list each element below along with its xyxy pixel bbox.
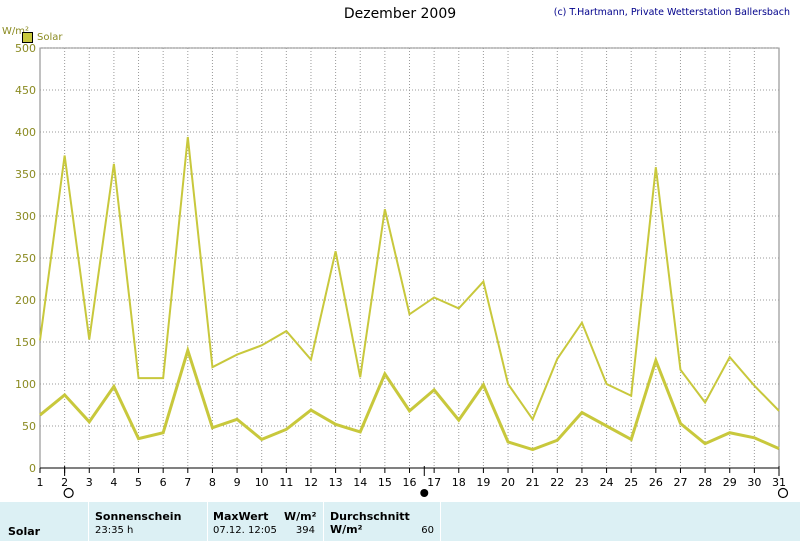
moon-new-icon	[420, 489, 429, 497]
summary-avg-cell: Durchschnitt W/m² 60	[324, 502, 441, 541]
x-tick-label: 12	[304, 476, 318, 489]
summary-panel: Solar Sonnenschein 23:35 h MaxWert W/m² …	[0, 502, 800, 541]
x-tick-label: 4	[110, 476, 117, 489]
chart-title: Dezember 2009	[343, 6, 457, 22]
y-tick-label: 450	[15, 84, 36, 97]
legend: Solar	[22, 32, 62, 43]
sun-heading: Sonnenschein	[95, 510, 182, 523]
summary-series-cell: Solar	[0, 502, 89, 541]
x-tick-label: 21	[526, 476, 540, 489]
legend-swatch	[22, 32, 33, 43]
moon-full-icon	[777, 487, 789, 499]
moon-full-icon	[63, 487, 74, 499]
x-tick-label: 14	[353, 476, 367, 489]
series	[39, 136, 780, 452]
x-tick-label: 31	[772, 476, 786, 489]
avg-value: 60	[421, 525, 434, 536]
x-tick-label: 29	[723, 476, 737, 489]
summary-series-label: Solar	[8, 525, 41, 538]
x-tick-label: 5	[135, 476, 142, 489]
axes	[39, 467, 780, 473]
y-tick-label: 200	[15, 294, 36, 307]
x-tick-label: 17	[427, 476, 441, 489]
max-heading: MaxWert	[213, 510, 269, 523]
x-tick-label: 15	[378, 476, 392, 489]
x-tick-label: 20	[501, 476, 515, 489]
x-tick-label: 18	[452, 476, 466, 489]
grid	[39, 47, 780, 469]
x-tick-label: 30	[747, 476, 761, 489]
x-tick-label: 27	[673, 476, 687, 489]
series-line-mean	[39, 345, 780, 452]
x-tick-label: 23	[575, 476, 589, 489]
x-tick-label: 11	[279, 476, 293, 489]
x-tick-label: 8	[209, 476, 216, 489]
series-line-max	[39, 136, 780, 422]
x-tick-label: 28	[698, 476, 712, 489]
x-tick-label: 10	[255, 476, 269, 489]
y-tick-label: 100	[15, 378, 36, 391]
x-tick-label: 25	[624, 476, 638, 489]
x-tick-label: 9	[234, 476, 241, 489]
x-tick-label: 26	[649, 476, 663, 489]
x-tick-label: 7	[184, 476, 191, 489]
x-tick-label: 19	[476, 476, 490, 489]
y-tick-label: 500	[15, 42, 36, 55]
y-tick-label: 150	[15, 336, 36, 349]
x-tick-label: 3	[86, 476, 93, 489]
y-tick-label: 300	[15, 210, 36, 223]
y-tick-label: 400	[15, 126, 36, 139]
y-tick-label: 250	[15, 252, 36, 265]
x-tick-label: 24	[600, 476, 614, 489]
max-value: 394	[295, 525, 315, 536]
x-tick-label: 16	[403, 476, 417, 489]
x-tick-label: 1	[37, 476, 44, 489]
avg-heading: Durchschnitt W/m²	[330, 510, 410, 536]
markers	[63, 466, 789, 499]
x-tick-label: 6	[160, 476, 167, 489]
y-unit-label: W/m²	[2, 26, 30, 37]
y-tick-label: 50	[22, 420, 36, 433]
max-time: 07.12. 12:05	[213, 525, 277, 536]
legend-label: Solar	[37, 32, 63, 43]
x-tick-label: 22	[550, 476, 564, 489]
sun-value: 23:35 h	[95, 525, 134, 536]
max-unit: W/m²	[284, 510, 317, 523]
x-tick-label: 13	[329, 476, 343, 489]
y-tick-label: 0	[29, 462, 36, 475]
y-tick-label: 350	[15, 168, 36, 181]
x-tick-label: 2	[61, 476, 68, 489]
summary-max-cell: MaxWert W/m² 07.12. 12:05 394	[208, 502, 324, 541]
copyright-note: (c) T.Hartmann, Private Wetterstation Ba…	[553, 7, 790, 18]
summary-sun-cell: Sonnenschein 23:35 h	[89, 502, 208, 541]
